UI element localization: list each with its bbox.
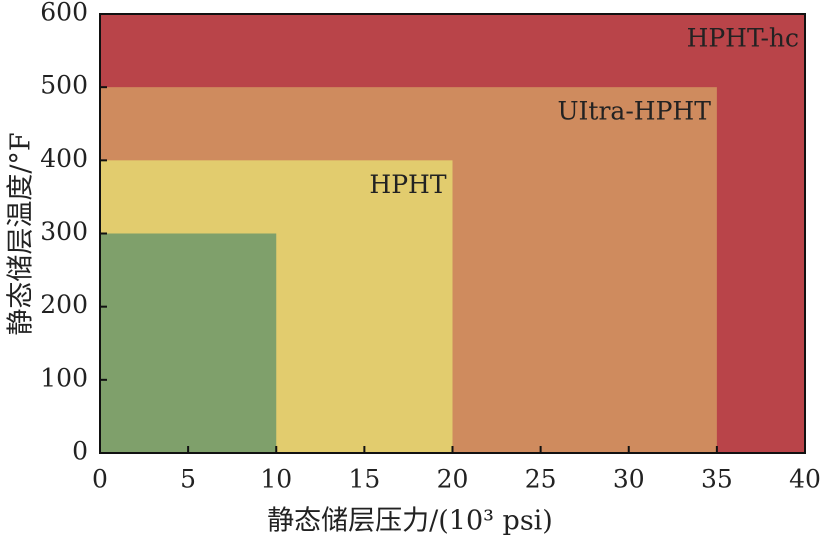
x-tick-label: 10	[260, 465, 292, 494]
region-label: UItra-HPHT	[557, 97, 711, 126]
x-tick-label: 25	[525, 465, 557, 494]
x-tick-label: 40	[789, 465, 820, 494]
region	[100, 233, 277, 453]
x-tick-label: 35	[701, 465, 733, 494]
y-tick-label: 500	[40, 71, 88, 100]
x-axis-label: 静态储层压力/(10³ psi)	[267, 506, 553, 537]
x-tick-label: 0	[92, 465, 108, 494]
y-tick-label: 600	[40, 0, 88, 27]
x-tick-label: 20	[437, 465, 469, 494]
region-label: HPHT	[369, 170, 446, 199]
x-tick-label: 30	[613, 465, 645, 494]
y-axis-label: 静态储层温度/°F	[6, 132, 37, 335]
x-tick-label: 5	[180, 465, 196, 494]
y-tick-label: 400	[40, 144, 88, 173]
y-tick-label: 200	[40, 290, 88, 319]
y-tick-label: 100	[40, 363, 88, 392]
y-tick-label: 300	[40, 217, 88, 246]
y-tick-label: 0	[72, 437, 88, 466]
region-label: HPHT-hc	[687, 24, 799, 53]
x-tick-label: 15	[348, 465, 380, 494]
